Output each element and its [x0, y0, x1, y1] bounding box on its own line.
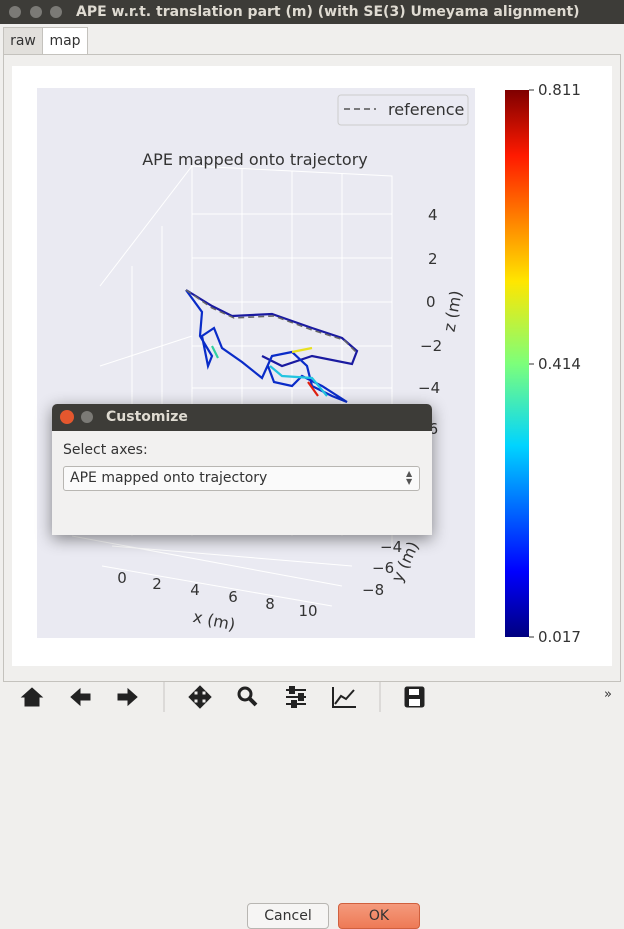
trajectory — [185, 289, 359, 404]
x-tick-label: 10 — [298, 602, 317, 620]
z-tick-label: −2 — [420, 337, 442, 355]
y-tick-label: −6 — [372, 559, 394, 577]
x-tick-label: 4 — [190, 581, 200, 599]
title-bar: APE w.r.t. translation part (m) (with SE… — [0, 0, 624, 24]
minimize-button[interactable] — [30, 6, 42, 18]
colorbar-ticks — [529, 89, 534, 638]
subplots-button[interactable] — [286, 686, 306, 708]
x-ticks: 0 2 4 6 8 10 — [117, 569, 317, 620]
colorbar — [505, 90, 529, 637]
toolbar: » — [20, 682, 612, 712]
dialog-close-button[interactable] — [60, 410, 74, 424]
y-ticks: −4 −6 −8 — [362, 538, 402, 599]
dialog-title: Customize — [106, 409, 188, 425]
legend-label: reference — [388, 100, 464, 119]
colorbar-labels: 0.811 0.414 0.017 — [538, 81, 581, 646]
x-tick-label: 0 — [117, 569, 127, 587]
save-button[interactable] — [404, 686, 425, 708]
pan-button[interactable] — [188, 685, 212, 709]
window-title: APE w.r.t. translation part (m) (with SE… — [76, 4, 580, 20]
dialog-title-bar: Customize — [52, 404, 432, 431]
combo-selection: APE mapped onto trajectory — [70, 470, 268, 486]
back-button[interactable] — [70, 687, 91, 707]
dialog-controls — [60, 410, 93, 424]
x-tick-label: 8 — [265, 595, 275, 613]
z-tick-label: 2 — [428, 250, 438, 268]
colorbar-tick-label: 0.017 — [538, 628, 581, 646]
colorbar-tick-label: 0.414 — [538, 355, 581, 373]
figure: reference APE mapped onto trajectory 4 2… — [12, 66, 612, 666]
x-tick-label: 6 — [228, 588, 238, 606]
close-button[interactable] — [9, 6, 21, 18]
edit-axes-button[interactable] — [332, 687, 356, 708]
plot-title: APE mapped onto trajectory — [142, 150, 368, 169]
combo-arrows: ▲ ▼ — [406, 469, 413, 486]
z-tick-label: 4 — [428, 206, 438, 224]
customize-dialog: Customize Select axes: APE mapped onto t… — [52, 404, 432, 929]
z-tick-label: 0 — [426, 293, 436, 311]
tab[interactable]: raw — [3, 27, 43, 55]
reference-line — [185, 289, 357, 353]
y-tick-label: −8 — [362, 581, 384, 599]
cancel-button[interactable]: Cancel — [247, 903, 329, 929]
dialog-maximize-button[interactable] — [81, 411, 93, 423]
y-tick-label: −4 — [380, 538, 402, 556]
home-button[interactable] — [20, 687, 44, 707]
colorbar-tick-label: 0.811 — [538, 81, 581, 99]
toolbar-overflow[interactable]: » — [604, 687, 612, 702]
legend — [337, 94, 469, 126]
z-tick-label: −4 — [418, 379, 440, 397]
window-controls — [9, 6, 62, 18]
tab[interactable]: map — [42, 27, 88, 55]
forward-button[interactable] — [117, 687, 138, 707]
ok-button[interactable]: OK — [338, 903, 420, 929]
zoom-button[interactable] — [237, 686, 258, 707]
axes-combo-box[interactable]: APE mapped onto trajectory ▲ ▼ — [63, 466, 420, 491]
x-tick-label: 2 — [152, 575, 162, 593]
maximize-button[interactable] — [50, 6, 62, 18]
dialog-label: Select axes: — [63, 442, 148, 458]
